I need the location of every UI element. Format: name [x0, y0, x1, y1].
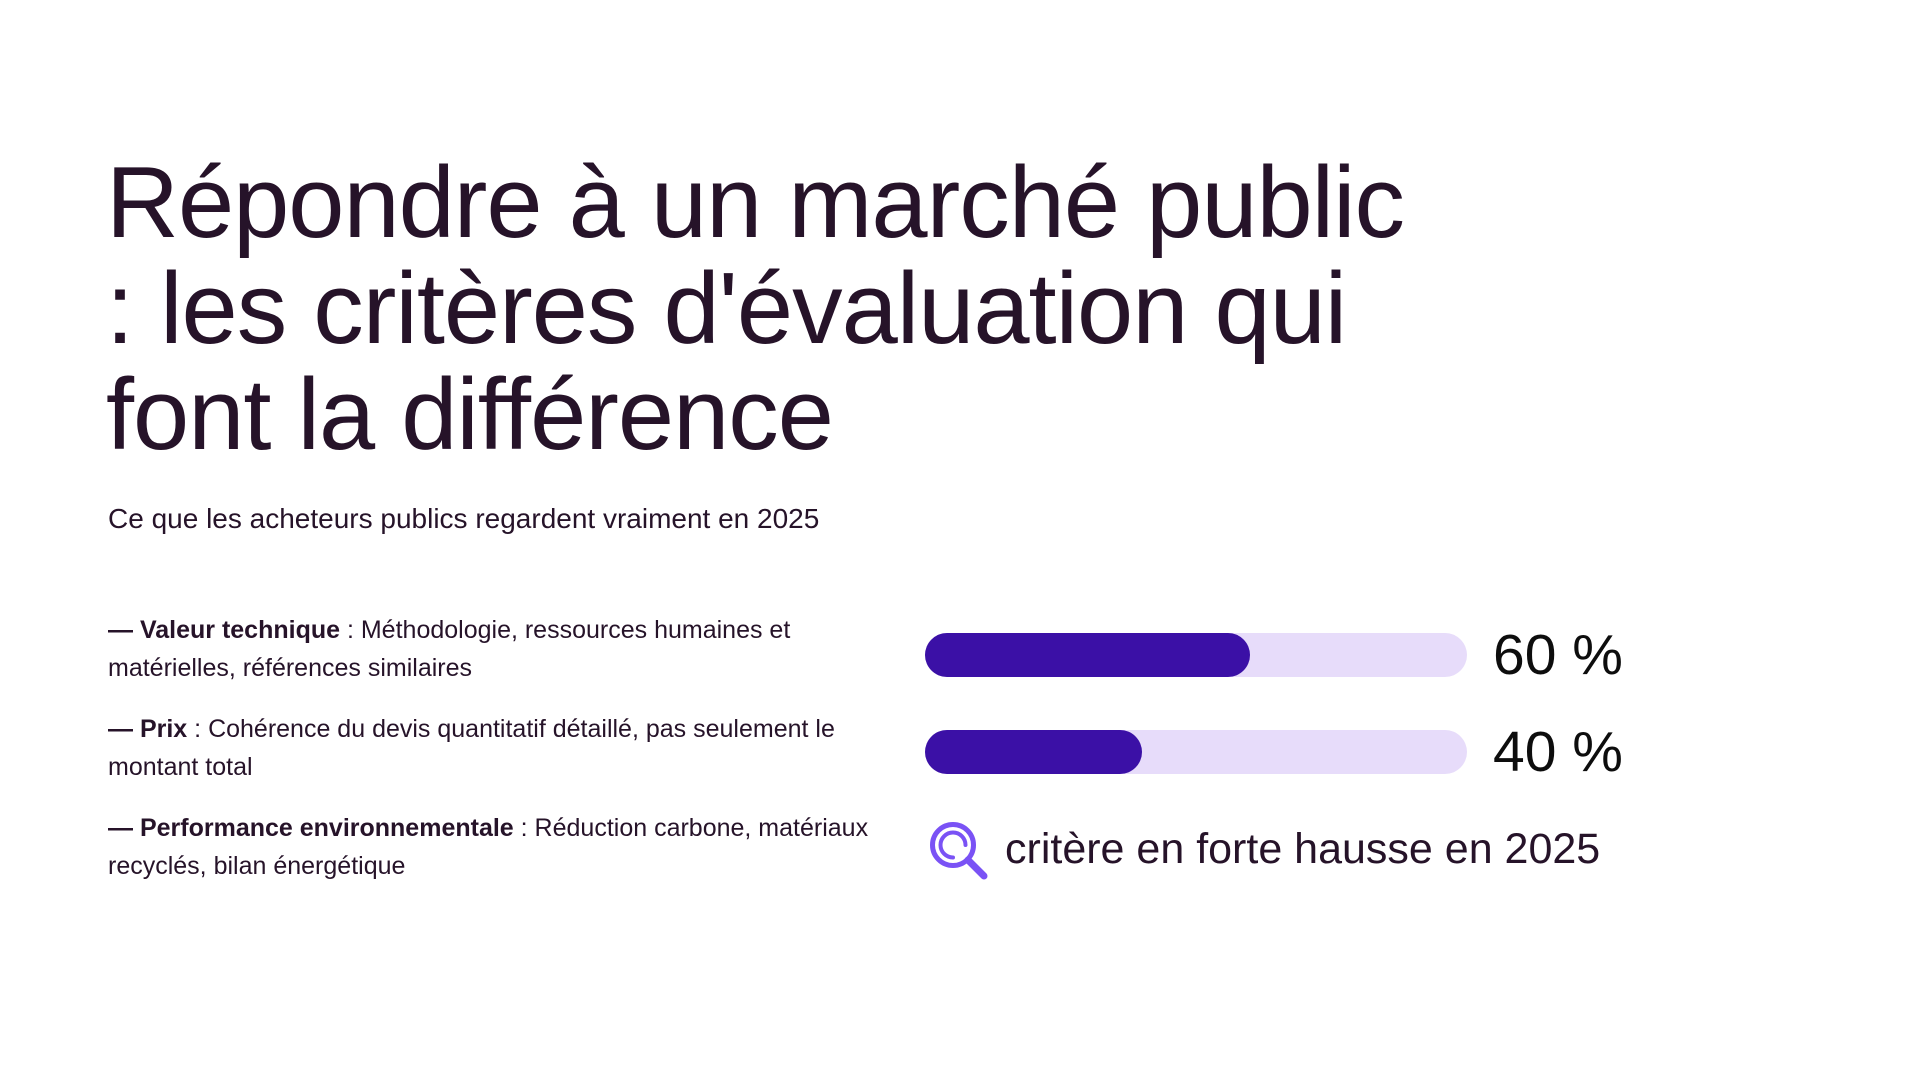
progress-fill-valeur-technique — [925, 633, 1251, 677]
criterion-separator: : — [513, 814, 535, 842]
progress-track-valeur-technique — [925, 633, 1467, 677]
progress-fill-prix — [925, 730, 1142, 774]
magnifier-icon — [930, 822, 988, 880]
page-title: Répondre à un marché public : les critèr… — [106, 150, 1626, 468]
criterion-separator: : — [187, 715, 209, 743]
criterion-item-prix: — Prix : Cohérence du devis quantitatif … — [108, 710, 876, 786]
criterion-separator: : — [340, 616, 361, 644]
title-line-1: Répondre à un marché public — [106, 147, 1405, 259]
criteria-list: — Valeur technique : Méthodologie, resso… — [108, 611, 876, 908]
criterion-item-performance-environnementale: — Performance environnementale : Réducti… — [108, 809, 876, 885]
criterion-label: Prix — [139, 715, 188, 743]
title-line-2: : les critères d'évaluation qui — [106, 253, 1347, 365]
criterion-item-valeur-technique: — Valeur technique : Méthodologie, resso… — [108, 611, 876, 687]
note-text: critère en forte hausse en 2025 — [1005, 825, 1601, 873]
bullet-dash: — — [108, 814, 133, 842]
criterion-description: Cohérence du devis quantitatif détaillé,… — [108, 715, 835, 781]
bullet-dash: — — [108, 715, 133, 743]
criterion-description: Méthodologie, ressources humaines et mat… — [108, 616, 791, 682]
bullet-dash: — — [108, 616, 133, 644]
progress-track-prix — [925, 730, 1467, 774]
percent-label-prix: 40 % — [1493, 719, 1623, 784]
subtitle: Ce que les acheteurs publics regardent v… — [108, 503, 820, 534]
criterion-label: Valeur technique — [139, 616, 341, 644]
title-line-3: font la différence — [106, 359, 834, 471]
percent-label-valeur-technique: 60 % — [1493, 622, 1623, 687]
criterion-label: Performance environnementale — [139, 814, 514, 842]
criterion-description: Réduction carbone, matériaux recyclés, b… — [108, 814, 869, 880]
